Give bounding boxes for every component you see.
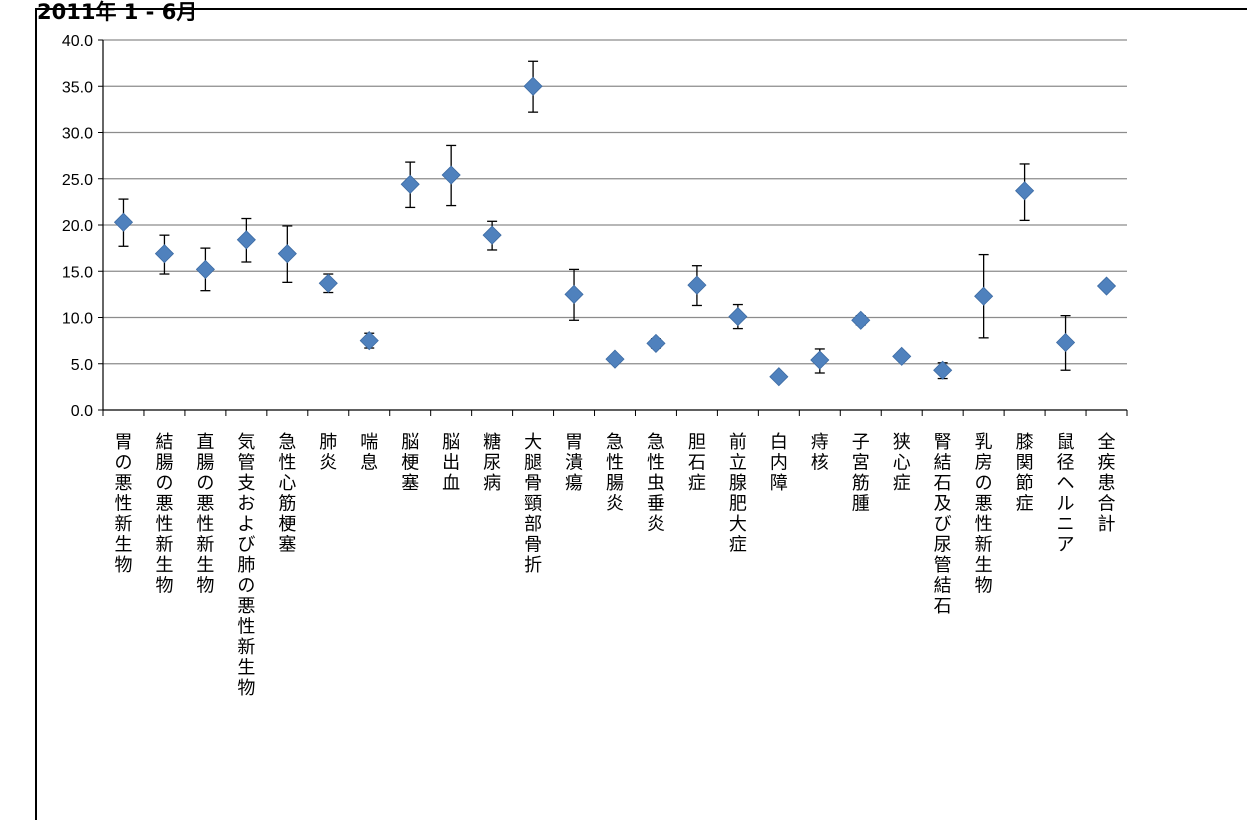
y-tick-label: 20.0 (62, 218, 93, 235)
x-tick-label: 結腸の悪性新生物 (155, 432, 173, 597)
y-tick-label: 10.0 (62, 311, 93, 328)
x-tick-labels: 胃の悪性新生物 結腸の悪性新生物 直腸の悪性新生物 気管支および肺の悪性新生物 急性心筋… (114, 432, 1115, 699)
data-point (523, 76, 543, 96)
x-tick-label: 急性心筋梗塞 (278, 432, 296, 556)
data-point (195, 259, 215, 279)
data-point (359, 331, 379, 351)
x-tick-label: 膝関節症 (1016, 432, 1034, 515)
x-tick-label: 急性腸炎 (606, 432, 624, 515)
y-tick-label: 5.0 (71, 357, 93, 374)
x-tick-label: 糖尿病 (483, 432, 501, 494)
data-point (769, 367, 789, 387)
y-tick-label: 40.0 (62, 33, 93, 50)
data-point (1055, 332, 1076, 353)
x-tick-label: 胃潰瘍 (565, 432, 583, 494)
data-point (646, 333, 666, 353)
chart-header-title: 2011年 1 - 6月 (37, 0, 198, 24)
x-tick-label: 腎結石及び尿管結石 (934, 432, 952, 617)
x-tick-label: 脳出血 (442, 432, 460, 494)
x-tick-label: 直腸の悪性新生物 (196, 432, 214, 597)
y-tick-label: 30.0 (62, 126, 93, 143)
x-tick-label: 全疾患合計 (1098, 432, 1116, 535)
x-tick-label: 喘息 (360, 432, 378, 474)
x-tick-label: 狭心症 (893, 432, 911, 494)
y-tick-label: 25.0 (62, 172, 93, 189)
x-tick-label: 子宮筋腫 (852, 432, 870, 515)
x-tick-label: 胆石症 (688, 432, 706, 494)
x-tick-label: 前立腺肥大症 (729, 432, 747, 556)
gridlines (103, 39, 1127, 365)
x-tick-label: 胃の悪性新生物 (114, 432, 132, 576)
data-point (482, 225, 502, 245)
data-point (605, 349, 625, 369)
data-point (687, 275, 707, 295)
error-bars (118, 60, 1112, 380)
scatter-chart: 0.0 5.0 10.0 15.0 20.0 25.0 30.0 35.0 40.0 胃の悪性新… (62, 33, 1128, 699)
x-tick-label: 大腿骨頸部骨折 (524, 432, 542, 576)
data-point (933, 360, 953, 380)
data-point (441, 165, 461, 185)
data-point (1015, 181, 1035, 201)
data-point (236, 230, 256, 250)
chart-frame: 2011年 1 - 6月 0.0 5.0 10.0 15.0 20.0 25.0 30.0 3… (35, 0, 1247, 820)
x-tick-label: 気管支および肺の悪性新生物 (237, 432, 255, 699)
data-point (728, 307, 748, 327)
x-tick-label: 白内障 (770, 432, 788, 494)
data-point (154, 244, 175, 264)
x-tick-label: 肺炎 (319, 432, 337, 474)
data-point (810, 350, 830, 370)
x-tick-label: 痔核 (811, 432, 829, 474)
x-tick-label: 脳梗塞 (401, 432, 419, 494)
x-tick-label: 急性虫垂炎 (647, 432, 665, 535)
axes (98, 39, 1128, 416)
data-points (113, 76, 1117, 387)
data-point (400, 174, 420, 194)
data-point (113, 212, 134, 232)
data-point (277, 244, 297, 264)
data-point (1096, 276, 1117, 296)
y-tick-label: 35.0 (62, 79, 93, 96)
x-tick-label: 乳房の悪性新生物 (975, 432, 993, 597)
data-point (892, 346, 912, 366)
x-tick-label: 鼠径ヘルニア (1057, 432, 1075, 556)
data-point (318, 273, 338, 293)
data-point (974, 286, 994, 306)
data-point (564, 284, 584, 304)
y-tick-label: 15.0 (62, 264, 93, 281)
data-point (851, 310, 871, 330)
y-tick-labels: 0.0 5.0 10.0 15.0 20.0 25.0 30.0 35.0 40.0 (62, 33, 93, 420)
y-tick-label: 0.0 (71, 403, 93, 420)
